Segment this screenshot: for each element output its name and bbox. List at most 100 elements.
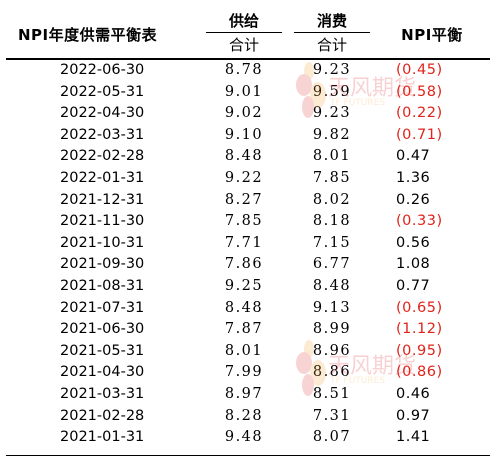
table-row: 2022-01-31 9.22 7.85 1.36 — [6, 168, 490, 190]
npi-balance-table: NPI年度供需平衡表 供给 合计 消费 合计 NPI平衡 2022-06-30 8… — [6, 8, 490, 449]
consume-cell: 7.15 — [312, 234, 352, 251]
supply-header-bottom: 合计 — [228, 36, 259, 54]
table-row: 2021-05-31 8.01 8.96 (0.95) — [6, 341, 490, 363]
table-row: 2022-02-28 8.48 8.01 0.47 — [6, 146, 490, 168]
supply-cell: 7.85 — [224, 213, 264, 230]
consume-cell: 9.59 — [312, 83, 352, 100]
date-cell: 2021-02-28 — [60, 407, 145, 424]
consume-cell: 8.99 — [312, 321, 352, 338]
supply-cell: 9.01 — [224, 83, 264, 100]
supply-cell: 7.86 — [224, 256, 264, 273]
date-cell: 2022-02-28 — [60, 148, 145, 165]
consume-cell: 8.51 — [312, 385, 352, 402]
date-cell: 2021-03-31 — [60, 385, 145, 402]
table-bottom-rule — [6, 455, 490, 456]
date-cell: 2022-03-31 — [60, 126, 145, 143]
date-cell: 2022-05-31 — [60, 83, 145, 100]
consume-column-header: 消费 合计 — [294, 10, 370, 57]
supply-cell: 9.10 — [224, 126, 264, 143]
npi-cell: (1.12) — [396, 321, 443, 338]
consume-cell: 7.85 — [312, 169, 352, 186]
npi-cell: (0.45) — [396, 62, 443, 78]
supply-cell: 8.97 — [224, 385, 264, 402]
date-cell: 2021-08-31 — [60, 277, 145, 294]
supply-cell: 9.25 — [224, 277, 264, 294]
npi-cell: (0.71) — [396, 126, 443, 143]
date-cell: 2021-09-30 — [60, 256, 145, 273]
table-row: 2021-02-28 8.28 7.31 0.97 — [6, 406, 490, 428]
consume-cell: 8.02 — [312, 191, 352, 208]
supply-cell: 8.78 — [224, 62, 264, 78]
table-row: 2022-05-31 9.01 9.59 (0.58) — [6, 82, 490, 104]
date-cell: 2021-11-30 — [60, 213, 145, 230]
table-row: 2021-08-31 9.25 8.48 0.77 — [6, 276, 490, 298]
supply-cell: 9.48 — [224, 429, 264, 446]
consume-cell: 8.48 — [312, 277, 352, 294]
npi-cell: 0.47 — [396, 148, 431, 165]
consume-cell: 7.31 — [312, 407, 352, 424]
supply-cell: 8.01 — [224, 342, 264, 359]
supply-header-top: 供给 — [206, 10, 282, 33]
npi-cell: 1.08 — [396, 256, 431, 273]
supply-cell: 9.22 — [224, 169, 264, 186]
npi-cell: (0.86) — [396, 364, 443, 381]
consume-header-bottom: 合计 — [316, 36, 347, 54]
npi-cell: 0.97 — [396, 407, 431, 424]
npi-cell: (0.65) — [396, 299, 443, 316]
table-row: 2021-03-31 8.97 8.51 0.46 — [6, 384, 490, 406]
supply-cell: 7.99 — [224, 364, 264, 381]
consume-cell: 9.13 — [312, 299, 352, 316]
consume-cell: 9.23 — [312, 105, 352, 122]
supply-column-header: 供给 合计 — [206, 10, 282, 57]
supply-cell: 7.71 — [224, 234, 264, 251]
supply-cell: 8.28 — [224, 407, 264, 424]
table-row: 2021-01-31 9.48 8.07 1.41 — [6, 427, 490, 449]
supply-cell: 7.87 — [224, 321, 264, 338]
table-title: NPI年度供需平衡表 — [18, 26, 158, 44]
supply-cell: 8.27 — [224, 191, 264, 208]
date-cell: 2021-10-31 — [60, 234, 145, 251]
date-cell: 2021-07-31 — [60, 299, 145, 316]
date-cell: 2021-12-31 — [60, 191, 145, 208]
date-cell: 2021-04-30 — [60, 364, 145, 381]
consume-cell: 9.82 — [312, 126, 352, 143]
npi-cell: (0.22) — [396, 105, 443, 122]
table-row: 2021-09-30 7.86 6.77 1.08 — [6, 254, 490, 276]
consume-cell: 6.77 — [312, 256, 352, 273]
npi-column-header: NPI平衡 — [401, 26, 463, 44]
table-row: 2022-06-30 8.78 9.23 (0.45) — [6, 60, 490, 82]
npi-cell: 0.56 — [396, 234, 431, 251]
date-cell: 2021-01-31 — [60, 429, 145, 446]
npi-cell: 0.26 — [396, 191, 431, 208]
npi-cell: 0.46 — [396, 385, 431, 402]
npi-cell: (0.58) — [396, 83, 443, 100]
date-cell: 2021-06-30 — [60, 321, 145, 338]
consume-cell: 8.18 — [312, 213, 352, 230]
consume-header-top: 消费 — [294, 10, 370, 33]
table-body: 2022-06-30 8.78 9.23 (0.45) 2022-05-31 9.01 9.… — [6, 60, 490, 449]
table-row: 2022-03-31 9.10 9.82 (0.71) — [6, 125, 490, 147]
table-row: 2021-04-30 7.99 8.86 (0.86) — [6, 362, 490, 384]
date-cell: 2022-04-30 — [60, 105, 145, 122]
npi-cell: 0.77 — [396, 277, 431, 294]
supply-cell: 8.48 — [224, 148, 264, 165]
table-header: NPI年度供需平衡表 供给 合计 消费 合计 NPI平衡 — [6, 8, 490, 60]
table-row: 2021-10-31 7.71 7.15 0.56 — [6, 233, 490, 255]
npi-cell: (0.95) — [396, 342, 443, 359]
table-row: 2022-04-30 9.02 9.23 (0.22) — [6, 103, 490, 125]
consume-cell: 8.07 — [312, 429, 352, 446]
table-row: 2021-11-30 7.85 8.18 (0.33) — [6, 211, 490, 233]
table-row: 2021-07-31 8.48 9.13 (0.65) — [6, 298, 490, 320]
consume-cell: 8.86 — [312, 364, 352, 381]
supply-cell: 9.02 — [224, 105, 264, 122]
consume-cell: 8.96 — [312, 342, 352, 359]
npi-cell: 1.41 — [396, 429, 431, 446]
supply-cell: 8.48 — [224, 299, 264, 316]
npi-cell: (0.33) — [396, 213, 443, 230]
date-cell: 2022-06-30 — [60, 62, 145, 78]
consume-cell: 8.01 — [312, 148, 352, 165]
consume-cell: 9.23 — [312, 62, 352, 78]
table-row: 2021-12-31 8.27 8.02 0.26 — [6, 190, 490, 212]
table-row: 2021-06-30 7.87 8.99 (1.12) — [6, 319, 490, 341]
npi-cell: 1.36 — [396, 169, 431, 186]
